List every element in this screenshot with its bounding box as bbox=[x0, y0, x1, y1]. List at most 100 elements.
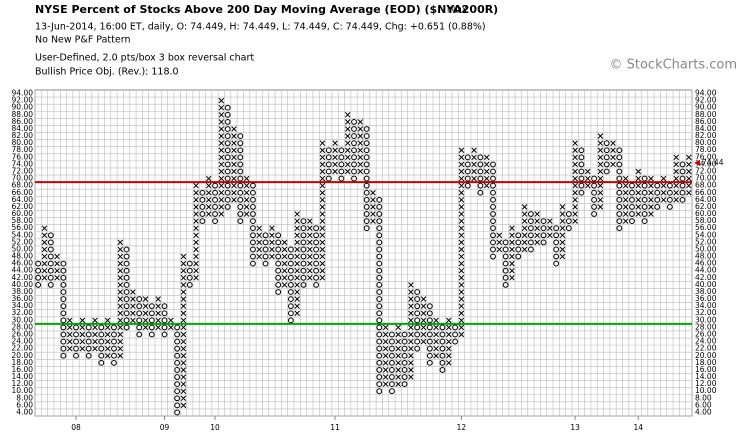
x-column bbox=[319, 140, 326, 281]
o-box bbox=[60, 260, 67, 267]
o-box bbox=[641, 204, 648, 210]
x-box bbox=[559, 211, 566, 217]
x-box bbox=[294, 289, 300, 295]
x-box bbox=[686, 190, 692, 196]
y-tick-label: 86.00 bbox=[12, 117, 34, 126]
y-tick-label: 18.00 bbox=[12, 358, 34, 367]
o-box bbox=[553, 232, 560, 239]
x-box bbox=[281, 246, 288, 253]
x-box bbox=[281, 253, 288, 260]
o-box bbox=[376, 274, 383, 281]
x-box bbox=[686, 182, 692, 189]
o-box bbox=[98, 345, 105, 352]
x-column bbox=[180, 253, 187, 409]
y-tick-label-right: 74.00 bbox=[695, 159, 717, 168]
o-column bbox=[174, 324, 181, 416]
x-box bbox=[521, 218, 528, 224]
o-box bbox=[212, 218, 218, 225]
x-box bbox=[180, 282, 187, 288]
o-column bbox=[401, 331, 408, 388]
x-box bbox=[294, 218, 300, 224]
o-box bbox=[654, 204, 661, 210]
x-box bbox=[269, 253, 275, 260]
o-box bbox=[515, 253, 522, 260]
o-box bbox=[338, 147, 345, 154]
y-tick-label-right: 42.00 bbox=[695, 273, 717, 282]
y-tick-label: 90.00 bbox=[12, 103, 34, 112]
o-box bbox=[376, 388, 383, 395]
x-box bbox=[218, 97, 225, 104]
o-box bbox=[401, 367, 408, 373]
o-box bbox=[275, 289, 282, 295]
o-box bbox=[60, 345, 67, 352]
x-box bbox=[496, 232, 503, 239]
o-box bbox=[439, 345, 446, 352]
x-box bbox=[344, 140, 351, 146]
o-column bbox=[679, 161, 686, 203]
o-box bbox=[376, 267, 383, 274]
x-box bbox=[648, 175, 654, 182]
x-box bbox=[420, 331, 427, 338]
o-box bbox=[477, 161, 484, 168]
x-column bbox=[433, 317, 439, 359]
y-tick-label: 6.00 bbox=[16, 400, 33, 409]
x-box bbox=[218, 182, 225, 189]
y-tick-label-right: 18.00 bbox=[695, 358, 717, 367]
o-box bbox=[212, 182, 218, 189]
o-box bbox=[426, 324, 433, 331]
x-tick-label: 13 bbox=[570, 423, 580, 432]
x-box bbox=[370, 218, 376, 224]
o-box bbox=[490, 218, 496, 225]
y-tick-label: 92.00 bbox=[12, 96, 34, 105]
x-tick-label: 10 bbox=[210, 423, 220, 432]
x-box bbox=[382, 367, 389, 373]
x-box bbox=[117, 289, 124, 295]
x-box bbox=[231, 126, 237, 132]
y-tick-label-right: 58.00 bbox=[695, 216, 717, 225]
x-box bbox=[269, 239, 275, 246]
o-box bbox=[679, 161, 686, 168]
x-box bbox=[408, 338, 414, 345]
o-box bbox=[591, 182, 597, 189]
o-column bbox=[73, 324, 79, 359]
x-box bbox=[622, 182, 629, 189]
x-box bbox=[319, 175, 326, 182]
o-box bbox=[490, 232, 496, 239]
o-box bbox=[47, 246, 54, 253]
o-box bbox=[174, 352, 181, 359]
o-box bbox=[363, 161, 370, 168]
x-column bbox=[382, 324, 389, 387]
x-box bbox=[408, 317, 414, 324]
x-box bbox=[193, 275, 199, 281]
o-box bbox=[414, 345, 421, 352]
o-box bbox=[414, 303, 421, 310]
x-box bbox=[635, 204, 642, 210]
x-box bbox=[319, 147, 326, 153]
o-box bbox=[250, 196, 256, 203]
y-tick-label: 54.00 bbox=[12, 230, 34, 239]
x-box bbox=[193, 211, 199, 217]
x-box bbox=[597, 168, 604, 175]
o-box bbox=[490, 253, 496, 260]
x-box bbox=[117, 239, 124, 246]
o-box bbox=[212, 189, 218, 196]
y-tick-label: 76.00 bbox=[12, 152, 34, 161]
o-box bbox=[199, 189, 206, 196]
x-box bbox=[155, 310, 161, 316]
x-column bbox=[281, 239, 288, 288]
o-box bbox=[389, 381, 395, 388]
o-box bbox=[414, 331, 421, 338]
x-box bbox=[307, 260, 313, 267]
x-box bbox=[673, 154, 679, 161]
x-column bbox=[205, 175, 212, 217]
o-box bbox=[376, 310, 383, 317]
o-column bbox=[603, 140, 610, 175]
o-box bbox=[250, 253, 256, 260]
x-box bbox=[458, 197, 465, 203]
x-box bbox=[269, 246, 275, 253]
o-box bbox=[212, 211, 218, 217]
o-box bbox=[325, 154, 332, 161]
x-box bbox=[483, 182, 490, 189]
o-box bbox=[439, 324, 446, 331]
y-tick-label: 58.00 bbox=[12, 216, 34, 225]
